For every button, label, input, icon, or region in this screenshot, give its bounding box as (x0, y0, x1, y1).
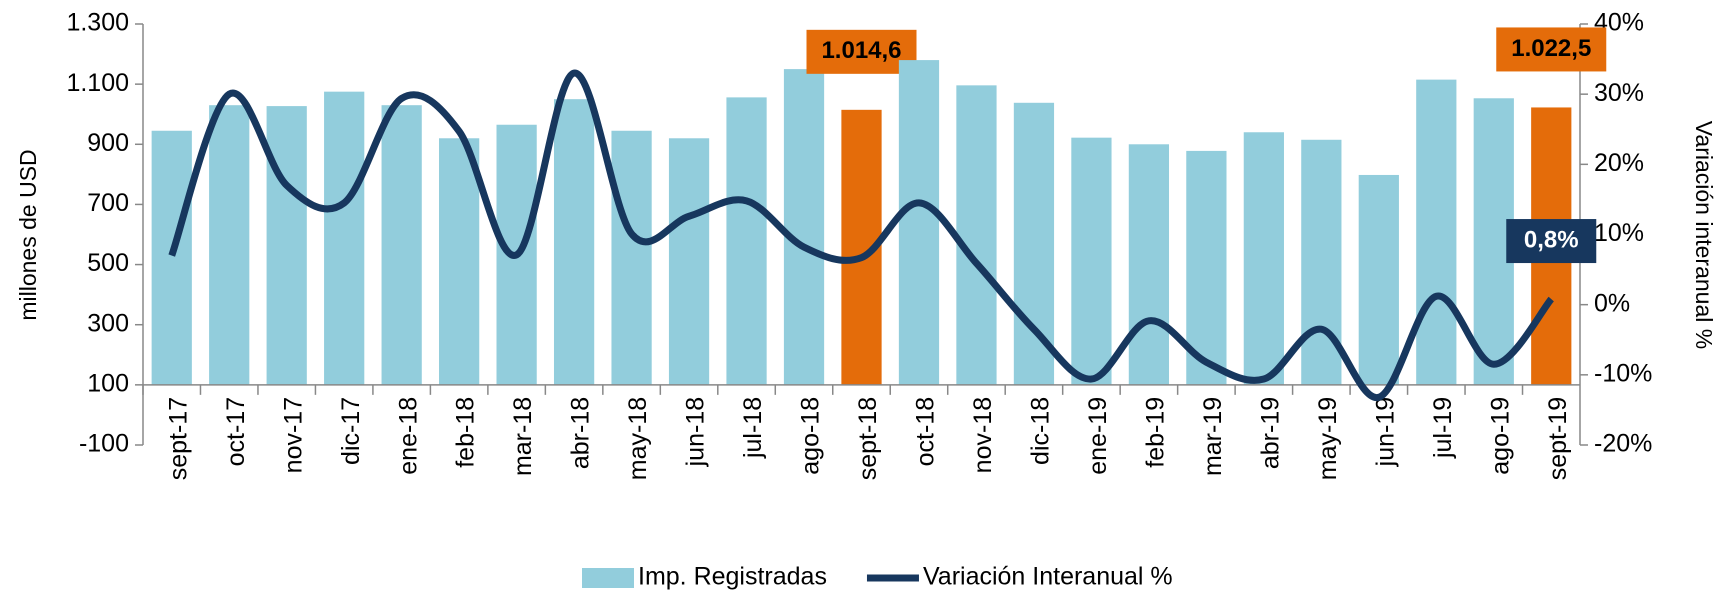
bar (1358, 174, 1399, 385)
x-tick-label: ene-19 (1084, 397, 1112, 475)
x-tick-label: abr-18 (567, 397, 595, 469)
x-tick-label: feb-19 (1142, 397, 1170, 468)
line (168, 69, 1555, 401)
value-label-box (1506, 219, 1597, 264)
bar (726, 97, 767, 385)
bar (1186, 150, 1227, 385)
bar (1416, 79, 1457, 385)
y-tick-label: 1.100 (66, 69, 129, 97)
bar (1243, 132, 1284, 385)
y-tick-label: 100 (87, 369, 129, 397)
bar (1301, 139, 1342, 385)
x-tick-label: may-18 (624, 397, 652, 480)
x-tick-label: dic-17 (337, 397, 365, 465)
bar (381, 105, 422, 385)
bar (324, 91, 365, 385)
value-label-box (1496, 27, 1607, 72)
bar (611, 130, 652, 385)
x-tick-label: dic-18 (1027, 397, 1055, 465)
legend-label: Imp. Registradas (638, 563, 827, 591)
y-tick-label: 500 (87, 249, 129, 277)
y2-tick-label: 10% (1594, 219, 1644, 247)
value-label: 0,8% (1524, 226, 1579, 253)
y2-tick-label: -20% (1594, 430, 1652, 458)
value-label: 1.022,5 (1511, 35, 1591, 62)
x-tick-label: sept-17 (164, 397, 192, 480)
bar (209, 105, 250, 385)
x-tick-label: oct-17 (222, 397, 250, 466)
x-tick-label: nov-18 (969, 397, 997, 473)
bar (783, 69, 825, 385)
x-tick-label: feb-18 (452, 397, 480, 468)
y2-axis-title: Variación interanual % (1691, 121, 1717, 349)
x-tick-label: mar-18 (509, 397, 537, 476)
bar (439, 138, 480, 385)
y2-tick-label: 30% (1594, 79, 1644, 107)
y-tick-label: 300 (87, 309, 129, 337)
x-tick-label: jul-18 (739, 397, 767, 459)
x-tick-label: sept-19 (1544, 397, 1572, 480)
bar (898, 60, 940, 385)
bar (553, 99, 595, 385)
x-tick-label: oct-18 (912, 397, 940, 466)
y2-tick-label: -10% (1594, 359, 1652, 387)
bar (1071, 137, 1112, 385)
value-label-box (806, 29, 917, 74)
x-tick-label: mar-19 (1199, 397, 1227, 476)
bar (956, 85, 997, 385)
y-tick-label: 700 (87, 189, 129, 217)
legend-label: Variación Interanual % (923, 563, 1173, 591)
x-tick-label: abr-19 (1256, 397, 1284, 469)
bar (668, 138, 710, 385)
x-tick-label: sept-18 (854, 397, 882, 480)
bar (266, 106, 307, 385)
x-tick-label: jun-19 (1371, 397, 1399, 468)
x-tick-label: ago-19 (1486, 397, 1514, 475)
x-tick-label: jul-19 (1429, 397, 1457, 459)
y2-tick-label: 20% (1594, 149, 1644, 177)
bar (1128, 144, 1170, 385)
y-axis-title: millones de USD (15, 149, 41, 320)
x-tick-label: ene-18 (394, 397, 422, 475)
x-tick-label: nov-17 (279, 397, 307, 473)
y-tick-label: 900 (87, 129, 129, 157)
value-label: 1.014,6 (821, 37, 901, 64)
legend-swatch (582, 568, 634, 588)
y2-tick-label: 0% (1594, 289, 1630, 317)
bar (1013, 102, 1055, 385)
y-tick-label: -100 (79, 430, 129, 458)
x-tick-label: ago-18 (797, 397, 825, 475)
x-tick-label: may-19 (1314, 397, 1342, 480)
bar (151, 130, 192, 385)
y-tick-label: 1.300 (66, 9, 129, 37)
x-tick-label: jun-18 (682, 397, 710, 468)
